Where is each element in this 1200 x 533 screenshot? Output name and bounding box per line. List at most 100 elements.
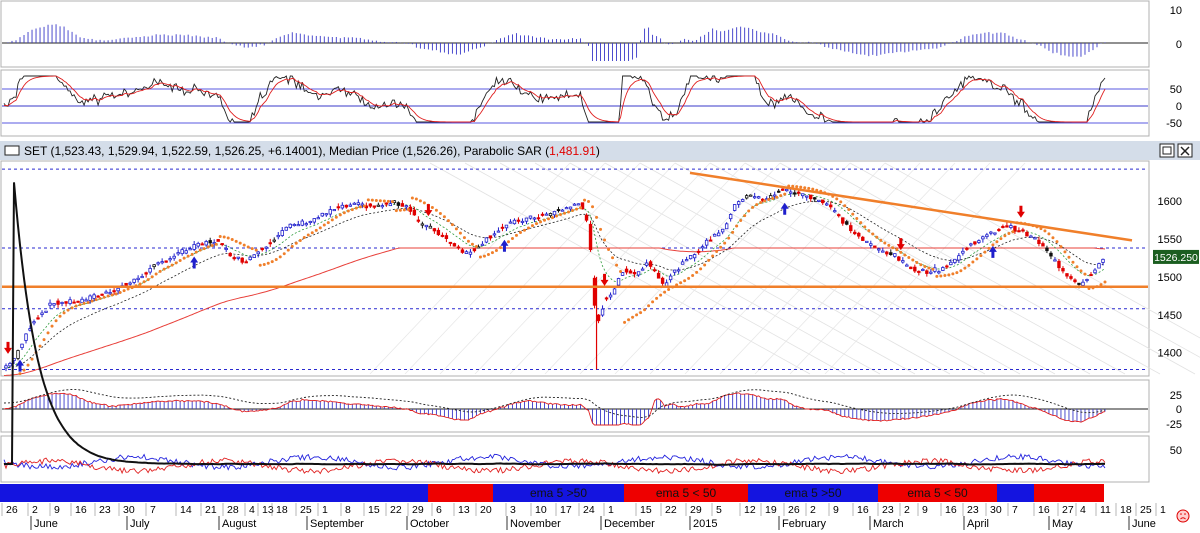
candle-body (208, 240, 212, 244)
sar-dot (663, 290, 667, 294)
sar-dot (935, 274, 939, 278)
candle-body (152, 264, 156, 268)
date-label: 7 (1012, 504, 1018, 516)
candle-body (396, 202, 401, 206)
candle-body (500, 226, 505, 229)
candle-body (989, 231, 993, 234)
fan-line (719, 162, 921, 375)
candle-body (376, 204, 381, 207)
sar-dot (879, 238, 883, 242)
candle-body (564, 207, 569, 210)
regime-band-label: ema 5 < 50 (656, 486, 717, 500)
sar-dot (683, 279, 687, 283)
candle-body (248, 256, 252, 261)
candle-body (1017, 230, 1021, 233)
candle-body (841, 217, 845, 224)
sar-dot (771, 197, 775, 201)
sar-dot (835, 197, 839, 201)
candle-body (817, 199, 821, 202)
candle-body (320, 212, 324, 217)
sar-dot (891, 246, 895, 250)
sar-dot (967, 263, 971, 267)
candle-body (192, 244, 196, 250)
rsi-panel (0, 435, 1150, 483)
histogram-panel (0, 0, 1150, 68)
candle-body (216, 239, 220, 242)
sar-dot (490, 251, 494, 255)
sar-dot (899, 250, 903, 254)
candle-body (68, 299, 72, 305)
candle-body (328, 209, 332, 215)
sar-dot (751, 205, 755, 209)
candle-body (220, 243, 224, 246)
candle-body (16, 350, 20, 359)
candle-body (708, 239, 713, 242)
sar-dot (282, 252, 286, 256)
restore-icon[interactable] (1159, 143, 1175, 158)
sar-dot (442, 215, 446, 219)
candle-body (724, 223, 729, 230)
candle-body (813, 197, 817, 200)
sar-dot (458, 231, 462, 235)
sar-dot (110, 293, 114, 297)
candle-body (837, 214, 841, 217)
sar-dot (382, 199, 386, 203)
sar-dot (587, 200, 591, 204)
ema200-line (3, 247, 1106, 376)
candle-body (136, 277, 140, 281)
candle-body (348, 204, 353, 207)
stoch-d-line (3, 75, 1106, 123)
sar-dot (871, 232, 875, 236)
regime-band (0, 484, 428, 502)
date-label: 13 (458, 504, 470, 516)
sar-dot (903, 253, 907, 257)
macd-signal-line (3, 389, 1106, 418)
candle-body (660, 277, 665, 284)
sar-dot (462, 236, 466, 240)
candle-body (492, 233, 497, 236)
candle-body (40, 312, 44, 315)
sar-dot (1003, 234, 1007, 238)
sar-dot (270, 260, 274, 264)
sar-dot (795, 185, 799, 189)
candle-body (448, 241, 453, 244)
sar-dot (238, 241, 242, 245)
candle-body (961, 250, 965, 254)
candle-body (356, 202, 361, 205)
candle-body (360, 203, 365, 206)
sar-dot (591, 205, 595, 209)
candle-body (628, 270, 633, 274)
sar-dot (454, 227, 458, 231)
sar-dot (1067, 255, 1071, 259)
date-label: 26 (6, 504, 18, 516)
adx-line (4, 182, 1106, 466)
sar-dot (286, 248, 290, 252)
header-bar (0, 141, 1200, 160)
candle-body (1029, 235, 1033, 238)
sar-dot (450, 223, 454, 227)
sar-dot (326, 221, 330, 225)
candle-body (528, 215, 533, 219)
candle-body (909, 266, 913, 270)
candle-body (644, 262, 649, 266)
candle-body (1041, 243, 1045, 247)
sar-dot (322, 223, 326, 227)
sar-dot (867, 229, 871, 233)
sar-dot (915, 261, 919, 265)
sar-dot (30, 357, 34, 361)
sar-dot (114, 292, 118, 296)
stoch-tick-minus50: -50 (1166, 118, 1182, 130)
sar-dot (330, 218, 334, 222)
sar-dot (979, 254, 983, 258)
fan-line (824, 162, 1026, 375)
sar-dot (542, 218, 546, 222)
sar-dot (963, 266, 967, 270)
sar-dot (254, 248, 258, 252)
resistance-trendline (689, 171, 1133, 242)
date-label: 23 (882, 504, 894, 516)
candle-body (616, 278, 621, 286)
buy-arrow-icon (988, 245, 997, 258)
candle-body (504, 224, 509, 229)
close-icon[interactable] (1177, 143, 1193, 158)
